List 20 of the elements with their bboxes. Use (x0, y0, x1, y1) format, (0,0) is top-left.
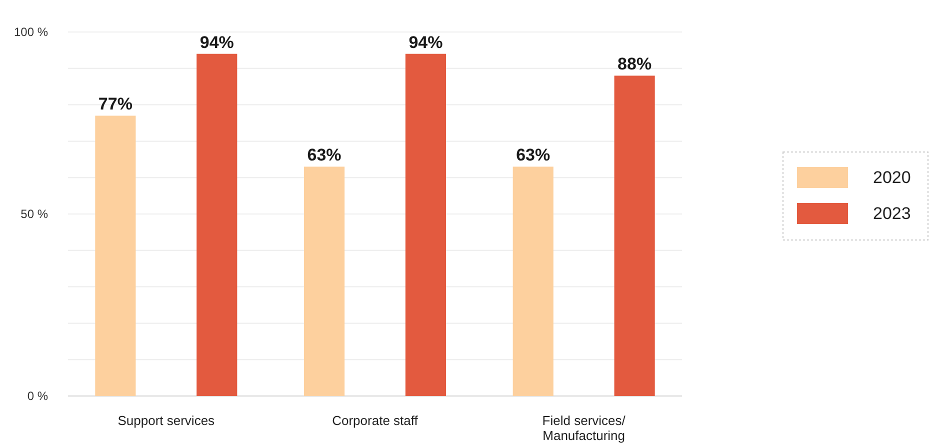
data-label: 94% (408, 32, 443, 52)
x-tick-label: Field services/ Manufacturing (542, 413, 626, 443)
bar (512, 166, 554, 396)
data-label: 77% (98, 94, 132, 114)
data-label: 63% (516, 146, 550, 165)
legend-label: 2023 (873, 204, 911, 223)
bar (405, 54, 446, 396)
data-label: 94% (200, 32, 234, 52)
bar (304, 166, 345, 396)
x-tick-label: Support services (118, 413, 216, 428)
data-label: 63% (307, 146, 342, 165)
bar (196, 54, 238, 396)
data-label: 88% (618, 54, 652, 74)
legend-label: 2020 (873, 168, 911, 187)
x-tick-label: Corporate staff (332, 413, 418, 428)
y-tick-label: 50 % (20, 207, 48, 222)
y-tick-label: 0 % (27, 389, 48, 404)
bar (614, 76, 655, 396)
y-tick-label: 100 % (14, 25, 48, 40)
bar (95, 116, 136, 396)
